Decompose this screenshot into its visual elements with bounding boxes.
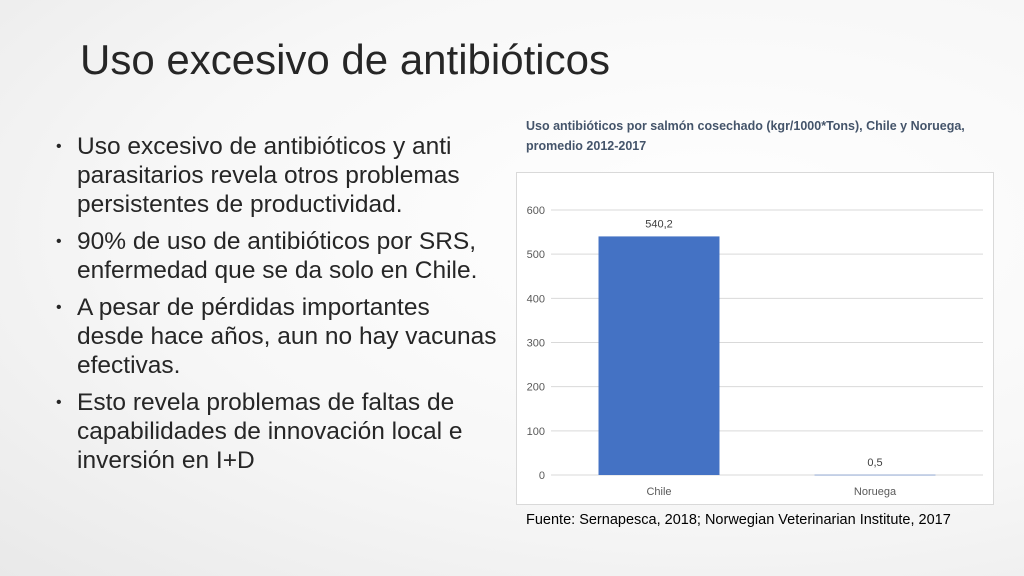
chart-title: Uso antibióticos por salmón cosechado (k… xyxy=(526,119,965,153)
y-tick-label: 100 xyxy=(527,426,545,438)
bullet-item: • A pesar de pérdidas importantes desde … xyxy=(56,293,502,380)
source-note: Fuente: Sernapesca, 2018; Norwegian Vete… xyxy=(526,512,951,528)
bullet-text: Esto revela problemas de faltas de capab… xyxy=(77,389,463,474)
y-tick-label: 600 xyxy=(527,205,545,217)
y-tick-label: 300 xyxy=(527,338,545,350)
bullet-item: • Esto revela problemas de faltas de cap… xyxy=(56,388,502,475)
bullet-item: • Uso excesivo de antibióticos y anti pa… xyxy=(56,132,502,219)
bullet-text: 90% de uso de antibióticos por SRS, enfe… xyxy=(77,228,478,284)
y-tick-label: 400 xyxy=(527,293,545,305)
bar xyxy=(814,474,936,476)
bullet-list: • Uso excesivo de antibióticos y anti pa… xyxy=(56,132,502,483)
bullet-dot-icon: • xyxy=(56,233,62,250)
bullet-dot-icon: • xyxy=(56,299,62,316)
bullet-dot-icon: • xyxy=(56,138,62,155)
y-tick-label: 0 xyxy=(539,470,545,482)
chart-area: 0 100 200 300 400 500 600 540,2 Chile 0,5 Noruega xyxy=(516,172,994,505)
bar xyxy=(598,236,720,475)
data-label: 0,5 xyxy=(867,457,882,469)
y-tick-label: 500 xyxy=(527,249,545,261)
slide-title: Uso excesivo de antibióticos xyxy=(80,36,610,83)
y-tick-label: 200 xyxy=(527,382,545,394)
bullet-dot-icon: • xyxy=(56,394,62,411)
bullet-text: A pesar de pérdidas importantes desde ha… xyxy=(77,294,497,379)
bullet-item: • 90% de uso de antibióticos por SRS, en… xyxy=(56,227,502,285)
x-tick-label: Noruega xyxy=(854,486,897,498)
bar-chart: 0 100 200 300 400 500 600 540,2 Chile 0,5 Noruega xyxy=(527,205,983,498)
bullet-text: Uso excesivo de antibióticos y anti para… xyxy=(77,133,460,218)
x-tick-label: Chile xyxy=(646,486,671,498)
data-label: 540,2 xyxy=(645,218,673,230)
